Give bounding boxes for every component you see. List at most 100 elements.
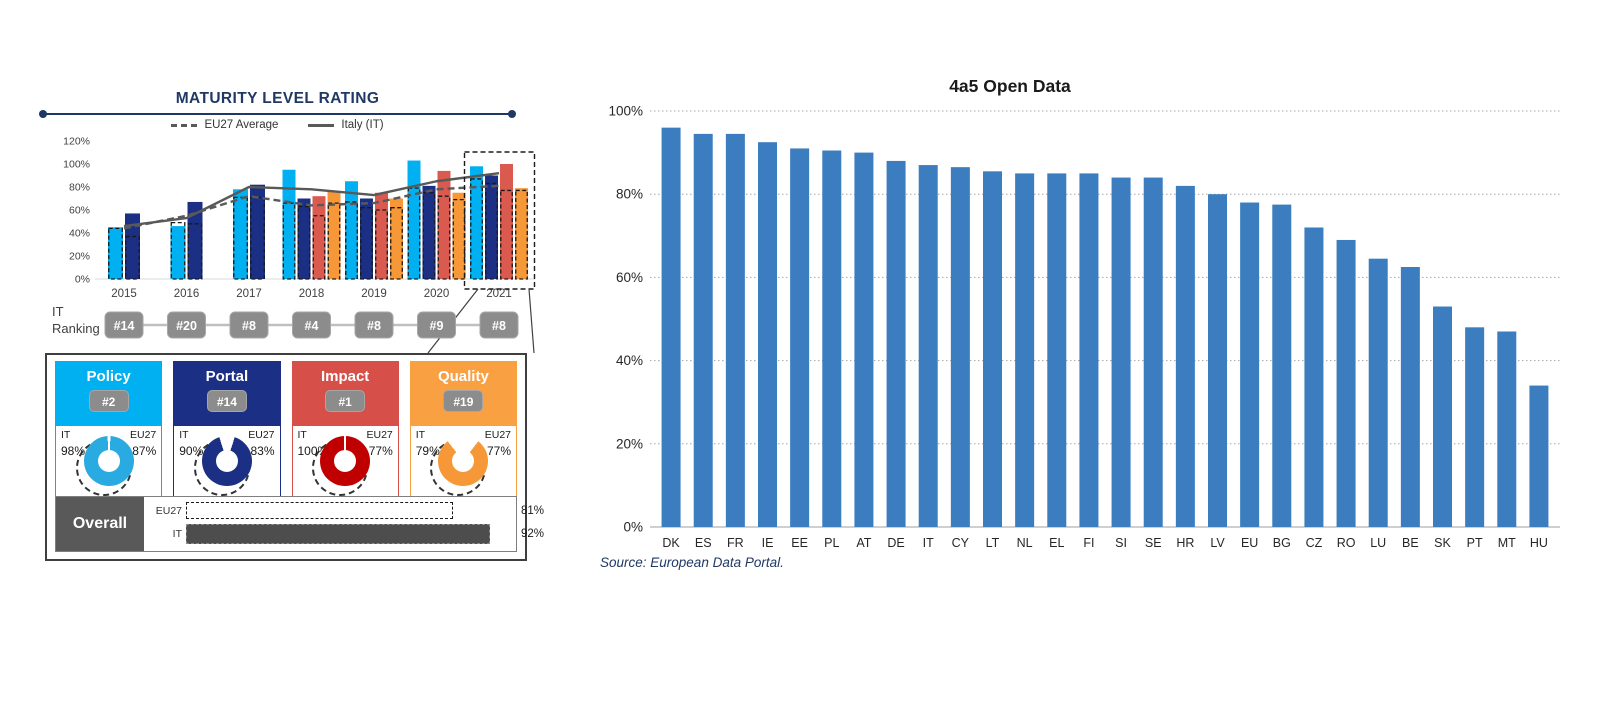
card-portal: Portal #14 IT EU27 90% 83%	[173, 361, 281, 497]
svg-text:BG: BG	[1273, 536, 1291, 550]
svg-text:LU: LU	[1370, 536, 1386, 550]
dimension-cards-row: Policy #2 IT EU27 98% 87%	[55, 361, 517, 497]
svg-text:2015: 2015	[111, 288, 137, 300]
card-policy: Policy #2 IT EU27 98% 87%	[55, 361, 163, 497]
svg-text:IT: IT	[923, 536, 934, 550]
card-portal-title: Portal	[205, 368, 249, 385]
svg-text:CY: CY	[952, 536, 970, 550]
svg-text:40%: 40%	[616, 353, 643, 368]
svg-text:60%: 60%	[616, 270, 643, 285]
svg-text:100%: 100%	[608, 104, 643, 119]
svg-text:20%: 20%	[616, 436, 643, 451]
svg-text:2017: 2017	[236, 288, 262, 300]
svg-text:LT: LT	[986, 536, 1000, 550]
svg-text:120%: 120%	[63, 136, 90, 148]
eu27-value: 77%	[368, 444, 393, 458]
svg-text:SE: SE	[1145, 536, 1162, 550]
svg-text:IT: IT	[52, 304, 64, 319]
it-donut-gauge	[320, 436, 371, 486]
svg-text:20%: 20%	[69, 251, 90, 263]
svg-text:DK: DK	[662, 536, 680, 550]
svg-text:EE: EE	[791, 536, 808, 550]
card-impact-header: Impact #1	[292, 362, 398, 426]
it-tag: IT	[297, 429, 307, 441]
svg-text:MT: MT	[1498, 536, 1516, 550]
source-note: Source: European Data Portal.	[600, 555, 784, 570]
rule-endpoint-right	[508, 110, 516, 118]
legend-label-eu27: EU27 Average	[204, 119, 279, 131]
svg-text:2021: 2021	[486, 288, 512, 300]
legend-label-italy: Italy (IT)	[341, 119, 384, 131]
open-data-title: 4a5 Open Data	[949, 76, 1071, 96]
svg-text:100%: 100%	[63, 159, 90, 171]
svg-text:FI: FI	[1083, 536, 1094, 550]
svg-text:ES: ES	[695, 536, 712, 550]
maturity-title: MATURITY LEVEL RATING	[175, 90, 380, 107]
overall-section: Overall EU27 81% IT 92%	[55, 496, 544, 552]
legend-item-italy: Italy (IT)	[308, 119, 384, 131]
svg-text:PT: PT	[1467, 536, 1483, 550]
svg-text:LV: LV	[1210, 536, 1225, 550]
card-impact: Impact #1 IT EU27 100% 77%	[291, 361, 399, 497]
eu27-tag: EU27	[248, 429, 275, 441]
it-donut-gauge	[438, 436, 489, 486]
svg-text:AT: AT	[856, 536, 871, 550]
overall-eu27-value: 81%	[521, 504, 545, 517]
dimension-cards-panel: Policy #2 IT EU27 98% 87%	[45, 353, 544, 561]
overall-eu27-row: EU27 81%	[144, 502, 544, 519]
svg-text:#9: #9	[430, 319, 444, 333]
svg-text:IE: IE	[762, 536, 774, 550]
open-data-chart: 0% 20% 40% 60% 80% 100% DK ES FR IE EE PL AT DE IT CY LT…	[608, 104, 1560, 550]
svg-text:#8: #8	[242, 319, 256, 333]
svg-text:0%: 0%	[75, 274, 90, 286]
it-donut-gauge	[201, 436, 252, 486]
maturity-chart: 120% 100% 80% 60% 40% 20% 0% 2015 2016 2017 2018 20…	[52, 136, 536, 354]
card-portal-header: Portal #14	[174, 362, 280, 426]
italy-solid-line-swatch	[308, 123, 335, 127]
svg-text:SK: SK	[1434, 536, 1451, 550]
eu27-value: 87%	[132, 444, 157, 458]
svg-text:Ranking: Ranking	[52, 321, 100, 336]
overall-label-box: Overall	[56, 497, 144, 551]
title-rule	[39, 110, 516, 118]
overall-it-label: IT	[172, 528, 182, 540]
svg-text:60%: 60%	[69, 205, 90, 217]
card-quality: Quality #19 IT EU27 79% 77%	[409, 361, 517, 497]
svg-text:80%: 80%	[616, 187, 643, 202]
maturity-panel: MATURITY LEVEL RATING EU27 Average Italy…	[0, 0, 565, 701]
svg-text:#14: #14	[114, 319, 135, 333]
svg-text:40%: 40%	[69, 228, 90, 240]
open-data-panel: 4a5 Open Data 0% 20% 40% 60% 80% 100% DK ES FR IE…	[595, 60, 1595, 620]
card-impact-rank-badge: #1	[325, 390, 366, 412]
it-tag: IT	[415, 429, 426, 441]
svg-text:#20: #20	[176, 319, 197, 333]
svg-text:BE: BE	[1402, 536, 1419, 550]
svg-text:RO: RO	[1337, 536, 1356, 550]
card-impact-title: Impact	[320, 368, 370, 385]
eu27-tag: EU27	[366, 429, 393, 441]
rule-endpoint-left	[39, 110, 47, 118]
svg-text:80%: 80%	[69, 182, 90, 194]
chart-legend: EU27 Average Italy (IT)	[40, 119, 515, 131]
card-impact-body: IT EU27 100% 77%	[292, 426, 398, 496]
legend-item-eu27: EU27 Average	[171, 119, 278, 131]
svg-text:#4: #4	[305, 319, 319, 333]
svg-text:2019: 2019	[361, 288, 387, 300]
card-quality-title: Quality	[437, 368, 489, 385]
svg-text:2018: 2018	[299, 288, 325, 300]
card-policy-body: IT EU27 98% 87%	[56, 426, 162, 496]
svg-text:CZ: CZ	[1306, 536, 1323, 550]
eu27-tag: EU27	[484, 429, 511, 441]
eu27-dashed-line-swatch	[171, 123, 198, 127]
svg-text:2020: 2020	[424, 288, 450, 300]
it-tag: IT	[179, 429, 189, 441]
svg-text:#8: #8	[492, 319, 506, 333]
overall-it-row: IT 92%	[144, 524, 544, 544]
card-quality-header: Quality #19	[410, 362, 516, 426]
card-quality-body: IT EU27 79% 77%	[410, 426, 516, 496]
overall-eu27-bar	[186, 502, 454, 519]
eu27-value: 77%	[486, 444, 511, 458]
svg-text:DE: DE	[887, 536, 904, 550]
overall-bars: EU27 81% IT 92%	[144, 497, 544, 551]
